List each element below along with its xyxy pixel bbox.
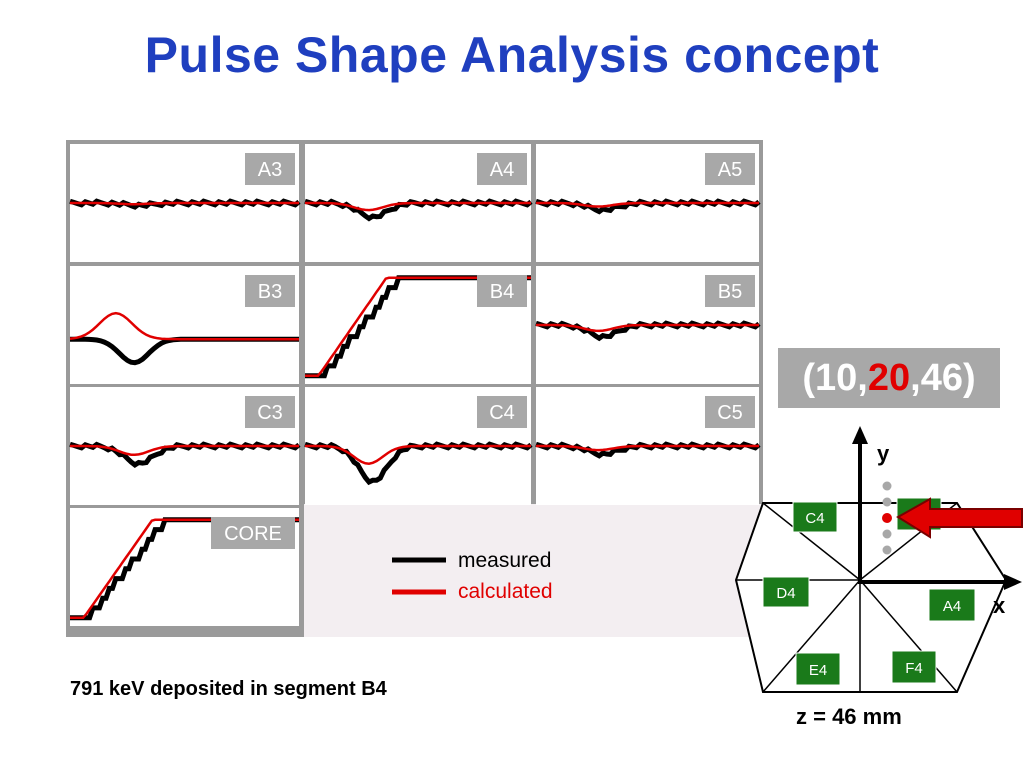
- interaction-point: [882, 513, 892, 523]
- calculated-trace: [70, 444, 299, 457]
- panel-label: C5: [717, 402, 743, 424]
- segment-d4: D4: [762, 576, 810, 608]
- pulse-panel-b4: B4: [305, 266, 531, 384]
- calculated-trace: [536, 201, 759, 208]
- panel-label: C4: [489, 402, 515, 424]
- pulse-panel-c4: C4: [304, 387, 533, 505]
- coordinate-box: (10,20,46): [778, 348, 1000, 408]
- pulse-panel-a4: A4: [304, 144, 533, 262]
- segment-e4: E4: [795, 652, 841, 686]
- segment-label: E4: [809, 662, 827, 679]
- pulse-panel-b3: B3: [69, 266, 299, 384]
- pulse-panel-a5: A5: [535, 144, 761, 262]
- panel-label-background: [211, 517, 295, 549]
- segment-divider: [859, 579, 958, 693]
- segment-label: C4: [805, 510, 824, 527]
- segment-label: D4: [776, 585, 795, 602]
- segment-label: A4: [943, 598, 961, 615]
- panel-label-background: [245, 153, 295, 185]
- deposit-caption: 791 keV deposited in segment B4: [70, 678, 387, 700]
- calculated-trace: [70, 201, 299, 206]
- panel-label-background: [477, 275, 527, 307]
- pulse-panel-c3: C3: [69, 387, 301, 505]
- y-axis-label: y: [877, 441, 890, 466]
- pulse-panel-core: CORE: [70, 508, 299, 626]
- segment-a4: A4: [928, 588, 976, 622]
- segment-label: F4: [905, 660, 923, 677]
- grid-point: [882, 529, 892, 539]
- panel-label: B4: [490, 281, 514, 303]
- calculated-trace: [305, 444, 531, 465]
- detector-hexagon: y x C4 B4 D4 A4 E4 F4: [734, 426, 1023, 693]
- legend-area-background: [304, 504, 763, 637]
- segment-f4: F4: [891, 650, 937, 684]
- z-position-label: z = 46 mm: [796, 704, 902, 729]
- panel-label-background: [245, 275, 295, 307]
- panel-label-background: [705, 275, 755, 307]
- grid-point: [882, 497, 892, 507]
- segment-c4: C4: [792, 501, 838, 533]
- x-axis-label: x: [993, 593, 1006, 618]
- panel-label-background: [477, 153, 527, 185]
- calculated-trace: [536, 444, 759, 452]
- panel-label: A5: [718, 159, 742, 181]
- coordinate-highlight: 20: [867, 357, 911, 399]
- panel-label-background: [245, 396, 295, 428]
- page-title: Pulse Shape Analysis concept: [144, 27, 880, 83]
- y-axis-arrowhead: [852, 426, 868, 444]
- pulse-panel-c5: C5: [535, 387, 761, 505]
- panel-label: C3: [257, 402, 283, 424]
- calculated-trace: [69, 311, 299, 341]
- coordinate-close: ,46): [910, 357, 976, 399]
- pulse-panel-a3: A3: [69, 144, 301, 262]
- legend-measured-label: measured: [458, 549, 551, 572]
- panel-label-background: [705, 153, 755, 185]
- red-arrow-icon: [896, 497, 1023, 539]
- segment-divider: [762, 502, 861, 581]
- panel-label: A3: [258, 159, 282, 181]
- legend-calculated-label: calculated: [458, 580, 553, 603]
- panel-label: B5: [718, 281, 742, 303]
- panel-label: B3: [258, 281, 282, 303]
- calculated-trace: [536, 323, 759, 333]
- calculated-trace: [305, 201, 531, 212]
- segment-divider: [762, 579, 861, 693]
- grid-point: [882, 545, 892, 555]
- panel-label-background: [477, 396, 527, 428]
- pulse-panels: A3 A4 A5 B3 B4 B5 C3 C4 C5 CORE: [69, 144, 761, 626]
- panel-label: CORE: [224, 523, 282, 545]
- grid-point: [882, 481, 892, 491]
- coordinate-open: (10,: [802, 357, 868, 399]
- panel-label: A4: [490, 159, 514, 181]
- x-axis-arrowhead: [1004, 574, 1022, 590]
- pulse-panel-b5: B5: [535, 266, 761, 384]
- panel-label-background: [705, 396, 755, 428]
